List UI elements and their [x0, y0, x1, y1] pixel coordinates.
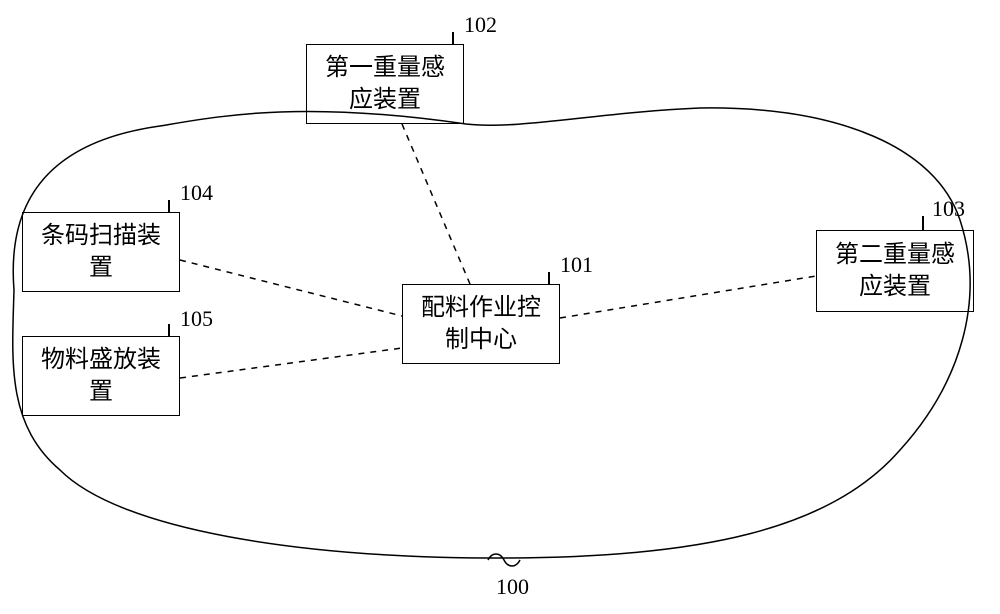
node-batching-control-center: 配料作业控制中心	[402, 284, 560, 364]
edge-102-101	[402, 124, 470, 284]
node-barcode-scanner: 条码扫描装置	[22, 212, 180, 292]
edge-104-101	[180, 260, 402, 316]
node-label: 第一重量感应装置	[325, 52, 445, 117]
node-label: 第二重量感应装置	[835, 239, 955, 304]
node-label: 条码扫描装置	[41, 220, 161, 285]
ref-tick-101	[548, 272, 550, 284]
node-second-weight-sensor: 第二重量感应装置	[816, 230, 974, 312]
ref-tick-103	[922, 216, 924, 230]
ref-tick-102	[452, 32, 454, 44]
node-label: 物料盛放装置	[41, 344, 161, 409]
ref-tick-105	[168, 324, 170, 336]
node-label: 配料作业控制中心	[421, 292, 541, 357]
boundary-ref-lead	[488, 554, 520, 566]
ref-tick-104	[168, 200, 170, 212]
ref-label-102: 102	[464, 12, 497, 38]
ref-label-101: 101	[560, 252, 593, 278]
edge-105-101	[180, 348, 402, 378]
ref-label-104: 104	[180, 180, 213, 206]
node-material-container: 物料盛放装置	[22, 336, 180, 416]
ref-label-105: 105	[180, 306, 213, 332]
node-first-weight-sensor: 第一重量感应装置	[306, 44, 464, 124]
ref-label-100: 100	[496, 574, 529, 600]
ref-label-103: 103	[932, 196, 965, 222]
edge-101-103	[560, 276, 816, 318]
